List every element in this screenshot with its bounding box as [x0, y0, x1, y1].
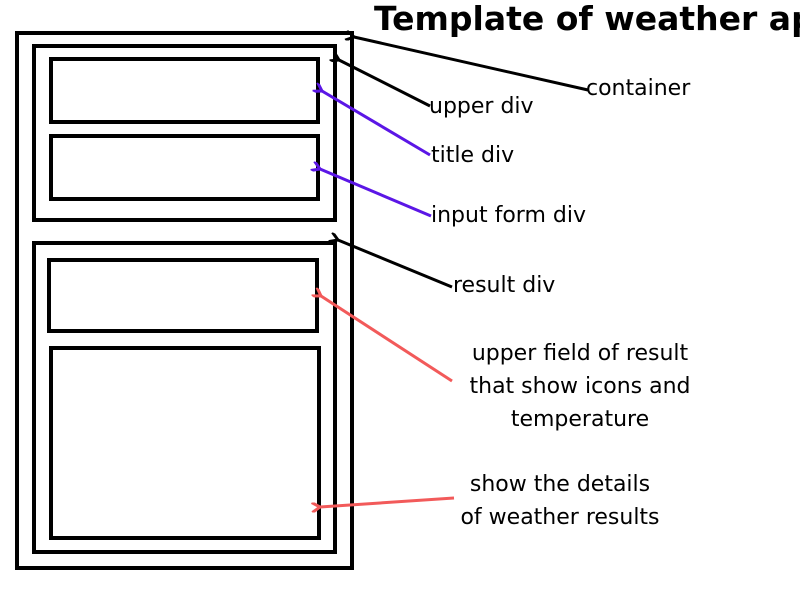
label-container: container [586, 76, 691, 101]
arrow-container [354, 37, 589, 92]
diagram-title: Template of weather app [374, 0, 800, 38]
input-form-div-box [49, 134, 320, 201]
label-upper-field: upper field of result that show icons an… [450, 337, 710, 436]
result-div-box [32, 241, 337, 554]
label-upper-div: upper div [429, 94, 534, 119]
label-upper-field-line-1: upper field of result [471, 341, 689, 366]
label-details-line-1: show the details [469, 472, 651, 497]
label-title-div: title div [431, 143, 515, 168]
title-div-box [49, 57, 320, 124]
label-upper-field-line-2: that show icons and [469, 374, 691, 399]
label-upper-field-line-3: temperature [510, 407, 650, 432]
label-details-line-2: of weather results [460, 505, 660, 530]
result-upper-field-box [47, 258, 319, 333]
label-input-form-div: input form div [431, 203, 586, 228]
label-details: show the details of weather results [450, 468, 670, 534]
arrow-result-div [338, 240, 453, 289]
label-result-div: result div [453, 273, 556, 298]
result-details-box [49, 346, 321, 540]
